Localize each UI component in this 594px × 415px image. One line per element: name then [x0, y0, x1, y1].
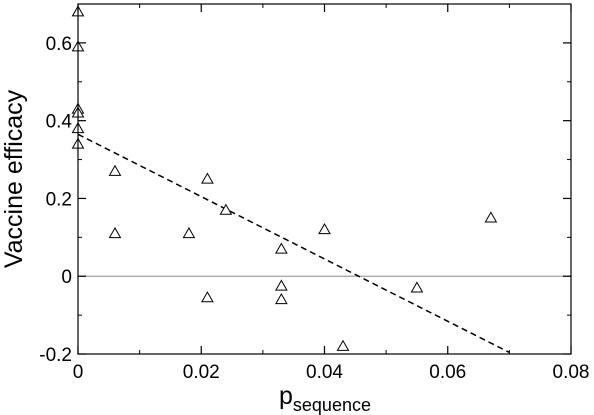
data-point-triangle: [182, 226, 196, 239]
data-point-triangle: [484, 211, 498, 223]
x-axis-title-main: p: [279, 382, 293, 410]
y-axis-title: Vaccine efficacy: [0, 89, 28, 268]
x-tick-label: 0.08: [553, 362, 590, 383]
fit-line-layer: [77, 133, 510, 354]
x-axis-title: psequence: [279, 382, 371, 415]
data-point-triangle: [201, 172, 214, 184]
data-point-triangle: [108, 226, 122, 239]
data-point-triangle: [275, 293, 288, 305]
x-tick-label: 0: [73, 362, 84, 383]
tick-labels-layer: 0 0.02 0.04 0.06 0.08-0.200.20.40.6: [39, 34, 589, 383]
data-point-triangle: [410, 281, 424, 293]
axis-ticks-layer: [77, 4, 572, 355]
data-point-triangle: [201, 291, 214, 303]
data-point-triangle: [318, 223, 331, 235]
x-tick-label: 0.02: [183, 362, 220, 383]
data-point-triangle: [336, 339, 350, 351]
data-point-triangle: [275, 242, 288, 254]
y-tick-label: 0.2: [46, 189, 72, 210]
y-tick-label: 0.4: [46, 112, 73, 133]
data-point-triangle: [108, 164, 122, 176]
data-point-triangle: [275, 279, 288, 291]
data-point-triangle: [219, 203, 233, 215]
fit-line: [77, 133, 510, 354]
y-tick-label: -0.2: [39, 345, 72, 366]
plot-frame: [77, 3, 572, 355]
y-tick-label: 0.6: [46, 34, 72, 55]
y-tick-label: 0: [61, 267, 72, 288]
x-tick-label: 0.04: [306, 362, 343, 383]
x-tick-label: 0.06: [429, 362, 466, 383]
data-points-layer: [71, 5, 498, 351]
x-axis-title-subscript: sequence: [293, 395, 371, 415]
